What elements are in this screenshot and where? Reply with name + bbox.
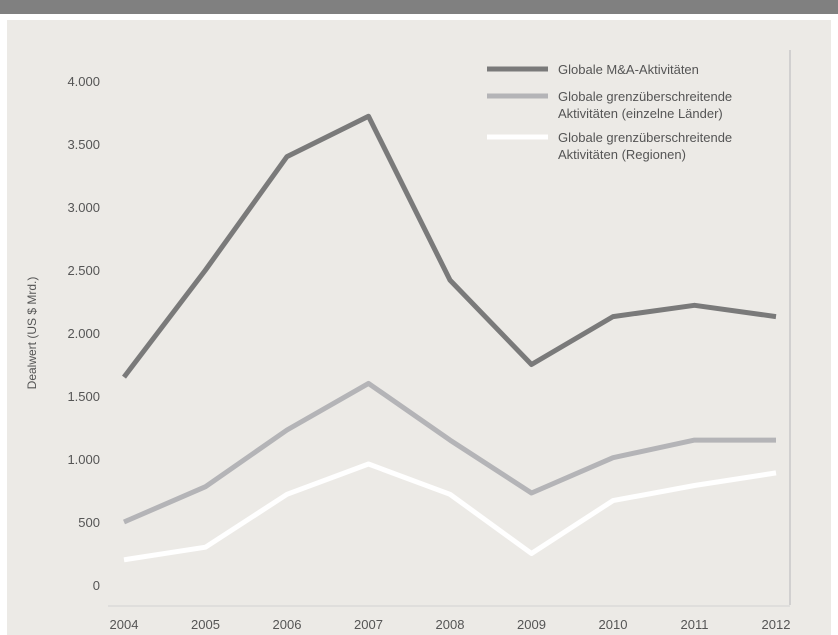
series-line-1 bbox=[122, 113, 777, 379]
series-line-2 bbox=[123, 380, 776, 525]
x-tick-label: 2012 bbox=[762, 617, 791, 632]
legend-label-1: Globale M&A-Aktivitäten bbox=[558, 62, 699, 77]
y-tick-label: 3.500 bbox=[67, 137, 100, 152]
x-tick-label: 2010 bbox=[599, 617, 628, 632]
y-tick-label: 500 bbox=[78, 515, 100, 530]
legend-label-2: Globale grenzüberschreitende Aktivitäten … bbox=[558, 89, 732, 121]
y-tick-label: 0 bbox=[93, 578, 100, 593]
x-tick-label: 2011 bbox=[681, 617, 709, 632]
x-tick-label: 2008 bbox=[436, 617, 465, 632]
x-tick-label: 2006 bbox=[273, 617, 302, 632]
series-line-3 bbox=[123, 461, 777, 563]
header-bar bbox=[0, 0, 838, 14]
x-tick-label: 2009 bbox=[517, 617, 546, 632]
series-lines bbox=[122, 113, 777, 563]
y-tick-label: 2.000 bbox=[67, 326, 100, 341]
y-tick-label: 3.000 bbox=[67, 200, 100, 215]
axes bbox=[108, 50, 791, 607]
y-tick-label: 4.000 bbox=[67, 74, 100, 89]
y-tick-label: 1.500 bbox=[67, 389, 100, 404]
legend-label-3: Globale grenzüberschreitende Aktivitäten … bbox=[558, 130, 732, 162]
y-axis-label: Dealwert (US $ Mrd.) bbox=[25, 277, 39, 390]
legend: Globale M&A-Aktivitäten Globale grenzüber… bbox=[487, 62, 732, 162]
y-tick-label: 1.000 bbox=[67, 452, 100, 467]
y-axis-ticks: 0 500 1.000 1.500 2.000 2.500 3.000 3.500 4.000 bbox=[67, 74, 100, 593]
x-axis-ticks: 2004 2005 2006 2007 2008 2009 2010 2011 2012 bbox=[110, 617, 791, 632]
x-tick-label: 2007 bbox=[354, 617, 383, 632]
x-tick-label: 2005 bbox=[191, 617, 220, 632]
y-tick-label: 2.500 bbox=[67, 263, 100, 278]
x-tick-label: 2004 bbox=[110, 617, 139, 632]
chart-panel bbox=[7, 20, 831, 635]
